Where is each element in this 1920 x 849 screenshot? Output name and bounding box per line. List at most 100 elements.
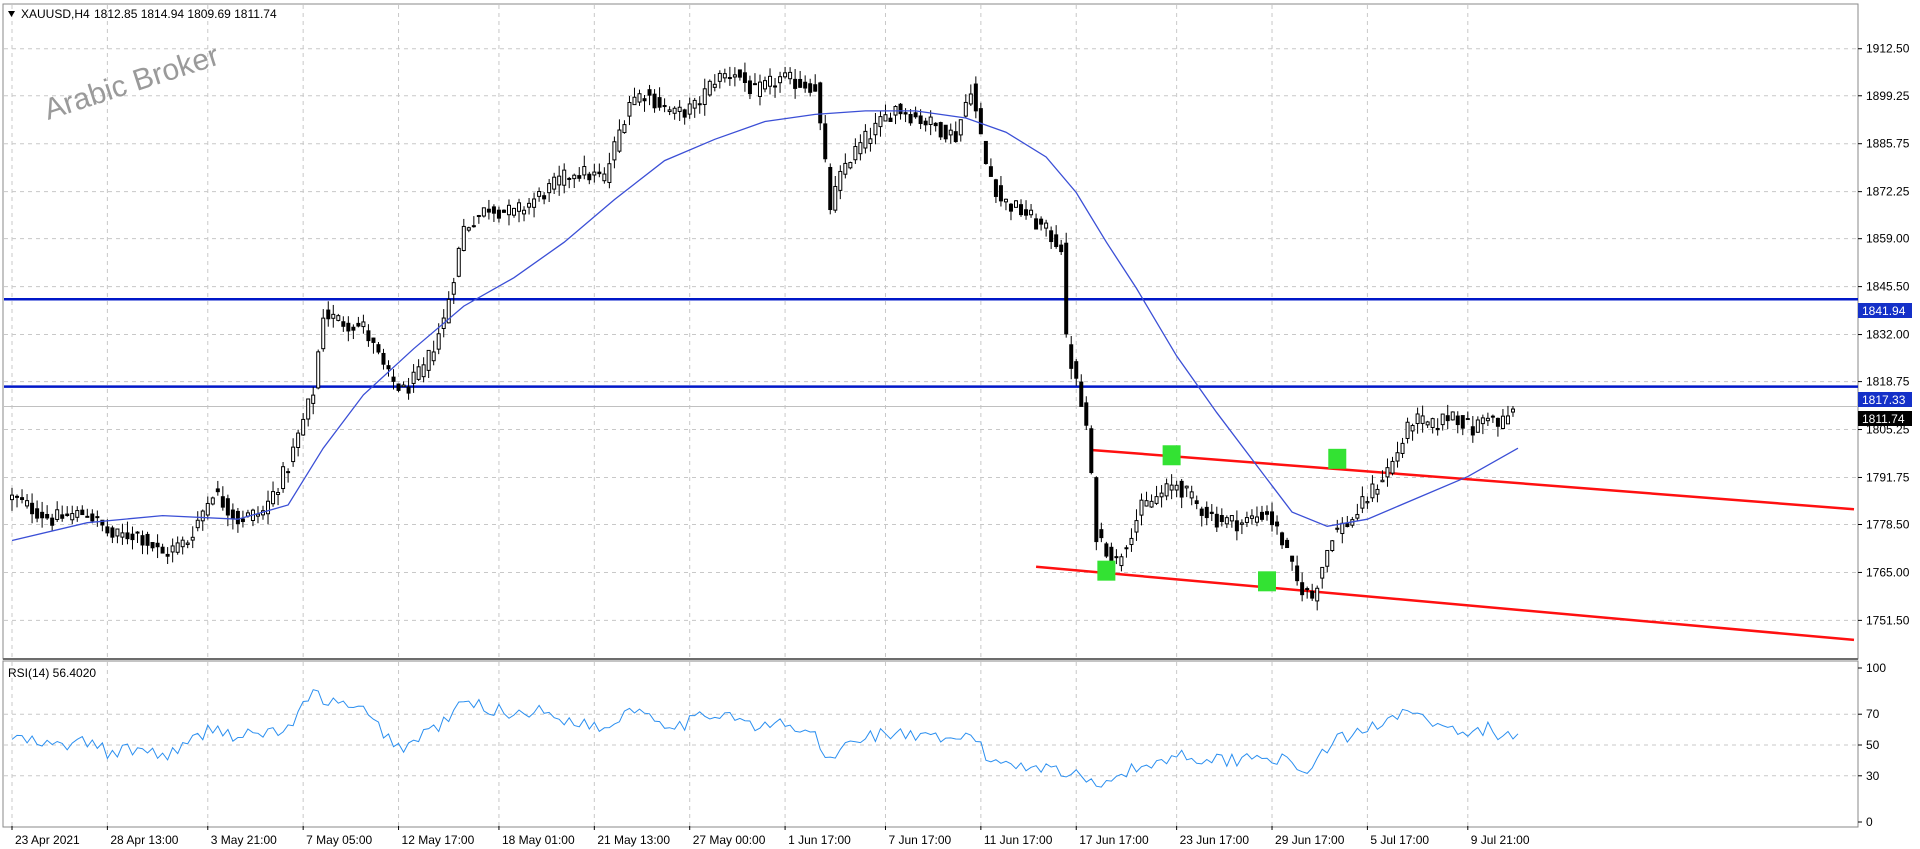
green-marker[interactable]	[1328, 448, 1347, 469]
candle-body	[803, 81, 808, 89]
x-tick-label: 29 Jun 17:00	[1275, 833, 1345, 847]
triangle-down-icon[interactable]	[8, 11, 15, 17]
channel-lower-line[interactable]	[1035, 565, 1855, 642]
candle-body	[316, 351, 321, 389]
candle-body	[195, 519, 200, 529]
candle-body	[1079, 381, 1084, 407]
candle-body	[401, 384, 406, 388]
candle-body	[1320, 566, 1325, 579]
candle-body	[878, 116, 883, 128]
candle-body	[170, 545, 175, 553]
rsi-pane-frame	[2, 660, 1859, 828]
candle-body	[281, 466, 286, 490]
candle-body	[717, 72, 722, 82]
candle-body	[1325, 549, 1330, 567]
candle-body	[667, 109, 672, 113]
candle-body	[366, 330, 371, 342]
candle-body	[1390, 460, 1395, 474]
candle-body	[532, 198, 537, 208]
candle-body	[30, 502, 35, 515]
candle-body	[637, 93, 642, 103]
candle-body	[306, 398, 311, 420]
candle-body	[1275, 521, 1280, 527]
candle-body	[125, 532, 130, 540]
candle-body	[908, 114, 913, 124]
candle-body	[1054, 234, 1059, 247]
y-tick-label: 1818.75	[1866, 375, 1910, 389]
channel-upper-line[interactable]	[1091, 448, 1855, 511]
x-tick-label: 12 May 17:00	[402, 833, 475, 847]
candle-body	[843, 162, 848, 175]
candle-body	[818, 82, 823, 124]
candle-body	[1300, 582, 1305, 596]
candle-body	[286, 471, 291, 474]
candle-body	[1249, 515, 1254, 519]
candle-body	[778, 76, 783, 84]
candle-body	[376, 344, 381, 353]
candle-body	[175, 542, 180, 553]
green-marker[interactable]	[1258, 571, 1276, 592]
candle-body	[1003, 198, 1008, 203]
candle-body	[1119, 556, 1124, 567]
green-marker[interactable]	[1162, 445, 1181, 466]
candle-body	[1340, 522, 1345, 535]
candle-body	[321, 317, 326, 350]
candle-body	[150, 542, 155, 549]
candle-body	[1074, 361, 1079, 379]
candle-body	[105, 526, 110, 534]
candle-body	[863, 130, 868, 149]
level-badge-lower	[1858, 392, 1912, 407]
candle-body	[1415, 413, 1420, 425]
candle-body	[391, 376, 396, 382]
candle-body	[326, 309, 331, 320]
candle-body	[727, 77, 732, 80]
candle-body	[461, 225, 466, 252]
level-badge-upper	[1858, 303, 1912, 318]
candle-body	[1114, 556, 1119, 559]
candle-body	[1259, 511, 1264, 520]
candle-body	[1199, 508, 1204, 516]
current-price-badge	[1858, 411, 1912, 426]
candle-body	[386, 365, 391, 370]
candle-body	[737, 69, 742, 78]
candle-body	[557, 175, 562, 186]
candle-body	[411, 371, 416, 384]
x-tick-label: 18 May 01:00	[502, 833, 575, 847]
candle-body	[828, 166, 833, 211]
candle-body	[1510, 408, 1515, 413]
candle-body	[858, 142, 863, 155]
candle-body	[346, 322, 351, 332]
candle-body	[50, 517, 55, 526]
candle-body	[747, 80, 752, 95]
price-channel[interactable]	[1035, 448, 1855, 642]
markers[interactable]	[1097, 445, 1347, 592]
candle-body	[100, 519, 105, 526]
candle-body	[1179, 480, 1184, 498]
candle-body	[416, 366, 421, 380]
candle-body	[1310, 590, 1315, 599]
candle-body	[537, 191, 542, 197]
candle-body	[632, 96, 637, 106]
candle-body	[1209, 511, 1214, 515]
candle-body	[1094, 477, 1099, 543]
candle-body	[517, 202, 522, 212]
candle-body	[1355, 514, 1360, 519]
candle-body	[707, 80, 712, 96]
candle-body	[135, 531, 140, 534]
candle-body	[903, 112, 908, 115]
candle-body	[1400, 442, 1405, 454]
candle-body	[271, 491, 276, 505]
candle-body	[371, 337, 376, 343]
x-tick-label: 3 May 21:00	[211, 833, 277, 847]
candle-body	[642, 98, 647, 102]
candle-body	[682, 109, 687, 118]
candle-body	[45, 513, 50, 519]
candle-body	[130, 533, 135, 541]
candle-body	[446, 298, 451, 324]
candle-body	[1184, 485, 1189, 489]
candle-body	[1034, 218, 1039, 230]
candle-body	[722, 73, 727, 79]
green-marker[interactable]	[1097, 560, 1116, 581]
